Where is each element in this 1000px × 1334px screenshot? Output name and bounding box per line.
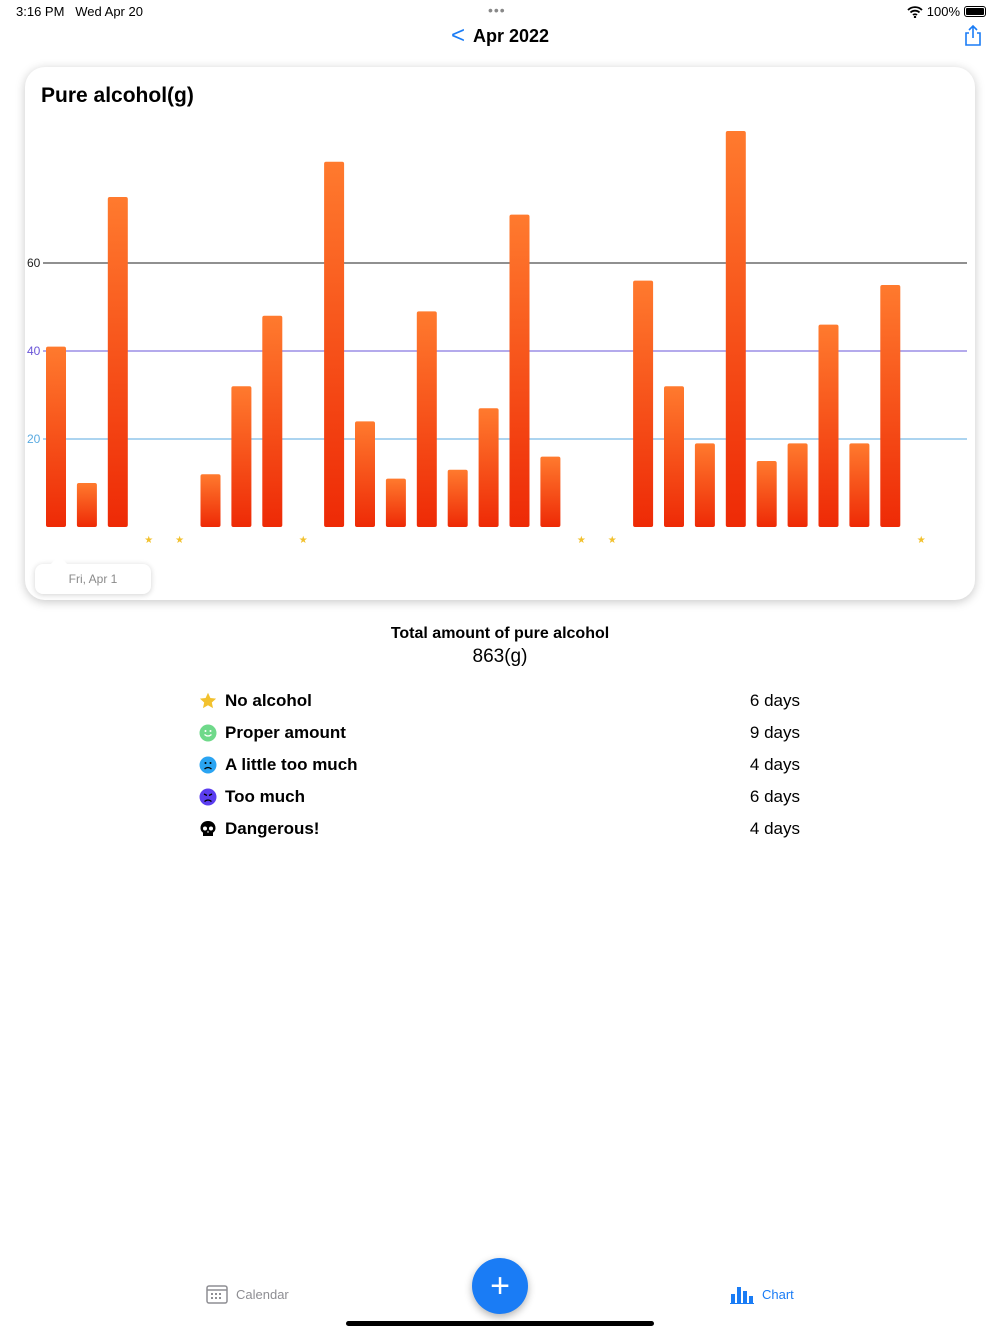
bar-day-28[interactable]	[880, 285, 901, 527]
bar-chart[interactable]: 60 40 20 ★ ★ ★ ★ ★ ★	[25, 67, 975, 600]
no-alcohol-star-icon: ★	[608, 535, 617, 546]
no-alcohol-star-icon: ★	[175, 535, 184, 546]
bar-day-2[interactable]	[76, 483, 97, 527]
total-value: 863(g)	[472, 646, 528, 667]
home-indicator	[346, 1321, 654, 1326]
share-icon[interactable]	[962, 24, 984, 46]
tab-calendar-label: Calendar	[236, 1286, 289, 1302]
bar-day-17[interactable]	[540, 456, 561, 527]
bar-day-1[interactable]	[46, 346, 66, 527]
sad-icon	[199, 756, 217, 774]
chart-bar-icon	[730, 1287, 754, 1304]
tab-chart[interactable]: Chart	[730, 1284, 794, 1304]
legend-value: 6 days	[749, 691, 800, 710]
bar-day-15[interactable]	[478, 408, 499, 527]
no-alcohol-star-icon: ★	[917, 535, 926, 546]
legend-value: 9 days	[749, 723, 800, 742]
back-chevron-icon[interactable]: <	[450, 22, 465, 49]
status-right: 100%	[907, 4, 986, 19]
selected-day-tooltip: Fri, Apr 1	[35, 555, 151, 594]
legend-row: Too much 6 days	[199, 785, 800, 809]
legend-label: No alcohol	[225, 691, 312, 710]
bar-day-12[interactable]	[385, 478, 406, 527]
bar-day-24[interactable]	[756, 461, 777, 527]
bar-day-6[interactable]	[200, 474, 221, 527]
legend-row: No alcohol 6 days	[199, 689, 800, 713]
reference-label: 60	[27, 256, 41, 270]
legend-label: A little too much	[225, 755, 358, 774]
nav-bar: < Apr 2022	[0, 22, 1000, 50]
bar-day-16[interactable]	[509, 214, 530, 527]
no-alcohol-star-icon: ★	[144, 535, 153, 546]
tab-calendar[interactable]: Calendar	[206, 1284, 289, 1304]
star-icon	[199, 692, 217, 710]
legend-row: Dangerous! 4 days	[199, 817, 800, 841]
legend-row: A little too much 4 days	[199, 753, 800, 777]
multitask-dots[interactable]: •••	[488, 2, 506, 18]
month-title: Apr 2022	[472, 25, 550, 46]
no-alcohol-star-icon: ★	[577, 535, 586, 546]
calendar-icon	[206, 1285, 228, 1304]
bar-day-14[interactable]	[447, 469, 468, 527]
bar-day-26[interactable]	[818, 324, 839, 527]
battery-icon	[964, 6, 986, 17]
reference-label: 40	[27, 344, 41, 358]
smile-icon	[199, 724, 217, 742]
battery-percent: 100%	[926, 4, 960, 19]
bar-day-22[interactable]	[694, 443, 715, 527]
legend-label: Too much	[225, 787, 305, 806]
legend-value: 4 days	[749, 755, 800, 774]
bar-day-27[interactable]	[849, 443, 870, 527]
reference-label: 20	[27, 432, 41, 446]
legend-label: Dangerous!	[225, 819, 320, 838]
wifi-icon	[907, 5, 923, 18]
legend-row: Proper amount 9 days	[199, 721, 800, 745]
add-entry-button[interactable]: +	[472, 1258, 528, 1314]
skull-icon	[199, 820, 217, 838]
legend-value: 6 days	[749, 787, 800, 806]
bar-day-11[interactable]	[355, 421, 375, 527]
bar-day-25[interactable]	[787, 443, 808, 527]
bar-day-3[interactable]	[107, 197, 128, 527]
bar-day-20[interactable]	[633, 280, 654, 527]
total-label: Total amount of pure alcohol	[390, 625, 610, 642]
chart-title: Pure alcohol(g)	[41, 84, 194, 107]
legend-value: 4 days	[749, 819, 800, 838]
tab-chart-label: Chart	[762, 1286, 794, 1302]
chart-card: 60 40 20 ★ ★ ★ ★ ★ ★ Pure alcohol(g) Fri, Apr 1	[25, 67, 975, 600]
legend-label: Proper amount	[225, 723, 346, 742]
status-time: 3:16 PM Wed Apr 20	[16, 4, 143, 19]
bar-day-21[interactable]	[664, 386, 684, 527]
bar-day-23[interactable]	[725, 131, 746, 527]
bar-day-7[interactable]	[231, 386, 252, 527]
no-alcohol-star-icon: ★	[299, 535, 308, 546]
bar-day-13[interactable]	[416, 311, 437, 527]
bar-day-8[interactable]	[262, 315, 283, 527]
bar-day-10[interactable]	[324, 161, 345, 528]
angry-icon	[199, 788, 217, 806]
